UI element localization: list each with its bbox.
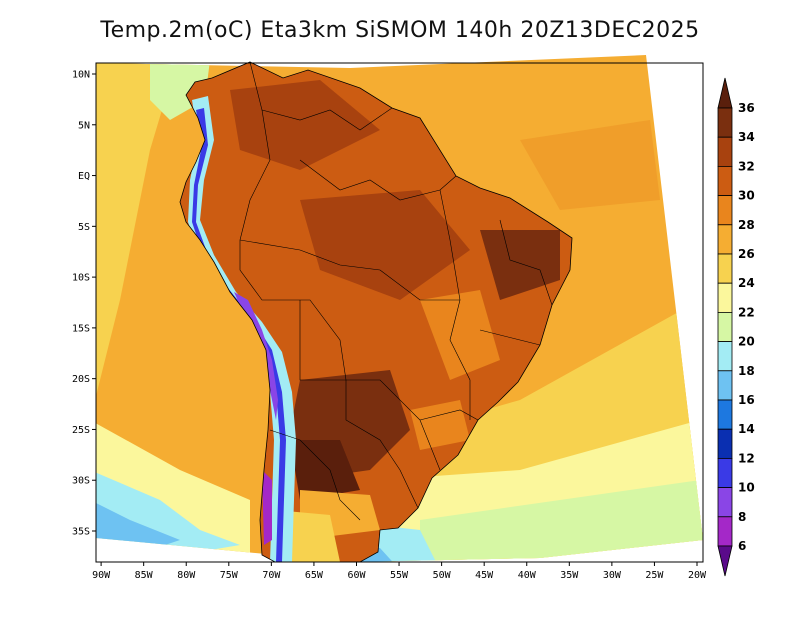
colorbar-level-label: 6: [738, 539, 746, 553]
colorbar-level-label: 22: [738, 305, 755, 319]
andes-south-coldest: [262, 470, 272, 545]
colorbar-segment: [717, 253, 733, 284]
colorbar-segment: [717, 487, 733, 518]
argentina-north-border: [269, 429, 361, 521]
colorbar-segment: [717, 516, 733, 547]
political-borders: [239, 61, 553, 521]
colorbar-level-label: 18: [738, 364, 755, 378]
land-north-hot: [230, 80, 380, 170]
colorbar-segment: [717, 399, 733, 430]
lon-tick-label: 30W: [603, 570, 622, 581]
colorbar-segment: [717, 224, 733, 255]
colorbar-segment: [717, 282, 733, 313]
colorbar-level-label: 30: [738, 189, 755, 203]
land-chaco-peak: [290, 440, 360, 500]
colorbar-level-label: 14: [738, 422, 755, 436]
colorbar-segment: [717, 136, 733, 167]
land-central-hot: [300, 190, 470, 300]
colorbar-level-label: 20: [738, 335, 755, 349]
colorbar-segment: [717, 457, 733, 488]
colorbar-level-label: 26: [738, 247, 755, 261]
longitude-axis: 90W 85W 80W 75W 70W 65W 60W 55W 50W 45W 40W 35W 30W 2…: [92, 562, 707, 581]
ocean-pacific-band: [96, 55, 180, 420]
lon-tick-label: 55W: [390, 570, 409, 581]
colorbar-segment: [717, 311, 733, 342]
lon-tick-label: 35W: [560, 570, 579, 581]
ocean-equatorial-warm: [520, 120, 660, 210]
lon-tick-label: 40W: [518, 570, 537, 581]
paraguay-border: [345, 380, 419, 509]
brazil-west-border: [239, 61, 441, 471]
land-northeast-hottest: [480, 230, 560, 300]
interior-state-border-3: [439, 189, 471, 420]
andes-altiplano-coldest: [234, 292, 278, 420]
lat-tick-label: 10S: [72, 273, 90, 284]
lon-tick-label: 85W: [135, 570, 154, 581]
lat-tick-label: 25S: [72, 425, 90, 436]
colorbar-segment: [717, 165, 733, 196]
lat-tick-label: 10N: [72, 70, 90, 81]
colorbar-top-arrow: [717, 77, 733, 109]
lon-tick-label: 60W: [347, 570, 366, 581]
lon-tick-label: 50W: [433, 570, 452, 581]
land-highland-warm: [420, 290, 500, 380]
lat-tick-label: EQ: [78, 171, 90, 182]
lon-tick-label: 70W: [262, 570, 281, 581]
lat-tick-label: 35S: [72, 527, 90, 538]
lon-tick-label: 75W: [220, 570, 239, 581]
bolivia-border: [299, 300, 346, 381]
land-southeast-warm: [410, 400, 470, 450]
colorbar-level-label: 16: [738, 393, 755, 407]
lat-tick-label: 5N: [78, 120, 90, 131]
colorbar-level-label: 12: [738, 451, 755, 465]
lon-tick-label: 45W: [475, 570, 494, 581]
lat-tick-label: 20S: [72, 374, 90, 385]
lon-tick-label: 80W: [177, 570, 196, 581]
colorbar-level-label: 36: [738, 101, 755, 115]
interior-state-border-2: [299, 159, 457, 201]
colorbar-level-label: 8: [738, 510, 746, 524]
colorbar-segment: [717, 370, 733, 401]
interior-state-border-1: [239, 239, 460, 301]
lon-tick-label: 20W: [688, 570, 707, 581]
lat-tick-label: 30S: [72, 476, 90, 487]
colorbar-segment: [717, 428, 733, 459]
lat-tick-label: 5S: [78, 222, 90, 233]
colorbar: 36 34 32 30 28 26 24 22 20 18 16 14 12 10 8 6: [717, 77, 755, 577]
lat-tick-label: 15S: [72, 323, 90, 334]
colorbar-level-label: 10: [738, 481, 755, 495]
lon-tick-label: 90W: [92, 570, 111, 581]
bahia-border: [479, 329, 541, 346]
lon-tick-label: 25W: [645, 570, 664, 581]
south-america-coastline: [179, 61, 573, 563]
colorbar-segment: [717, 195, 733, 226]
colorbar-level-label: 28: [738, 218, 755, 232]
lon-tick-label: 65W: [305, 570, 324, 581]
colorbar-segment: [717, 341, 733, 372]
colorbar-level-label: 34: [738, 130, 755, 144]
colorbar-segment: [717, 107, 733, 138]
colorbar-level-label: 32: [738, 159, 755, 173]
venezuela-guyana-border: [261, 107, 393, 131]
southeast-state-border: [419, 409, 479, 421]
andes-cold-core: [192, 108, 286, 562]
map-title: Temp.2m(oC) Eta3km SiSMOM 140h 20Z13DEC2…: [100, 18, 700, 43]
colorbar-level-label: 24: [738, 276, 755, 290]
colorbar-bottom-arrow: [717, 545, 733, 577]
northeast-state-border: [499, 219, 553, 306]
latitude-axis: 10N 5N EQ 5S 10S 15S 20S 25S 30S 35S: [72, 70, 96, 538]
